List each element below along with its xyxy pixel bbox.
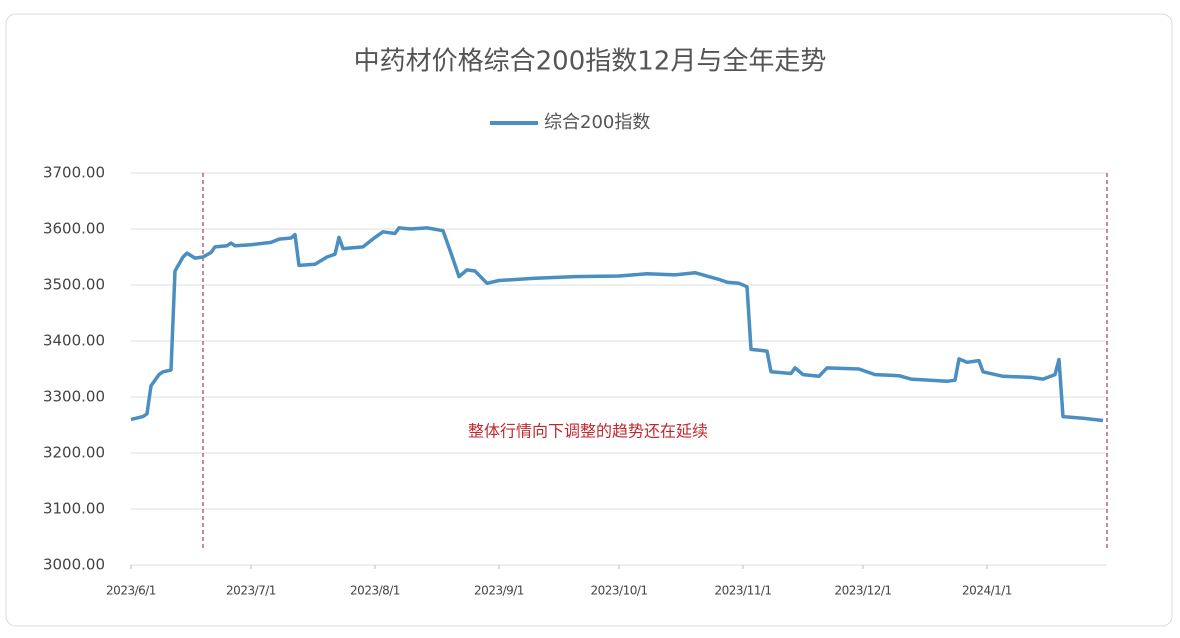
y-tick-label: 3200.00 xyxy=(43,444,105,462)
x-tick-label: 2023/8/1 xyxy=(350,584,400,598)
chart-frame xyxy=(5,13,1173,627)
x-tick-label: 2023/10/1 xyxy=(590,584,647,598)
annotation: 整体行情向下调整的趋势还在延续 xyxy=(468,422,708,441)
legend-label: 综合200指数 xyxy=(544,112,650,133)
x-tick-label: 2023/12/1 xyxy=(834,584,891,598)
y-tick-label: 3700.00 xyxy=(43,164,105,182)
x-tick-label: 2023/11/1 xyxy=(714,584,771,598)
y-tick-label: 3000.00 xyxy=(43,556,105,574)
y-tick-label: 3400.00 xyxy=(43,332,105,350)
x-tick-label: 2023/6/1 xyxy=(106,584,156,598)
y-tick-label: 3500.00 xyxy=(43,276,105,294)
series-line xyxy=(130,226,1104,423)
y-tick-label: 3300.00 xyxy=(43,388,105,406)
x-tick-label: 2023/7/1 xyxy=(226,584,276,598)
x-tick-label: 2023/9/1 xyxy=(474,584,524,598)
x-tick-label: 2024/1/1 xyxy=(962,584,1012,598)
y-tick-label: 3600.00 xyxy=(43,220,105,238)
y-tick-label: 3100.00 xyxy=(43,500,105,518)
chart-title: 中药材价格综合200指数12月与全年走势 xyxy=(354,47,827,77)
